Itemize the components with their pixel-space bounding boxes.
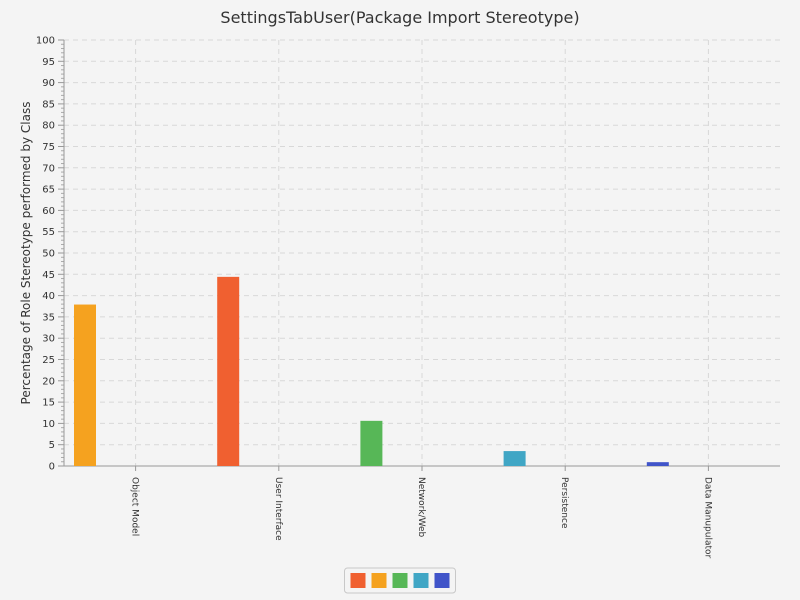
y-tick-label: 85	[42, 99, 55, 110]
x-category-label: Data Manupulator	[702, 477, 712, 559]
y-tick-label: 55	[42, 227, 55, 238]
bar	[360, 420, 383, 466]
bar	[217, 276, 240, 466]
y-tick-label: 60	[42, 206, 55, 217]
y-tick-label: 10	[42, 419, 55, 430]
y-tick-label: 30	[42, 334, 55, 345]
legend-swatch	[413, 573, 429, 588]
x-category-label: Object Model	[130, 477, 140, 536]
y-tick-label: 5	[49, 440, 55, 451]
y-tick-label: 20	[42, 376, 55, 387]
legend-swatch	[350, 573, 366, 588]
legend-swatch	[371, 573, 387, 588]
grid-layer	[64, 39, 780, 466]
legend-swatch	[392, 573, 408, 588]
y-tick-label: 80	[42, 121, 55, 132]
y-tick-label: 35	[42, 312, 55, 323]
y-tick-label: 90	[42, 78, 55, 89]
axis-layer	[58, 39, 780, 471]
x-category-label: Persistence	[559, 477, 569, 529]
chart-title: SettingsTabUser(Package Import Stereotyp…	[220, 8, 580, 27]
y-tick-label: 0	[49, 462, 55, 473]
y-tick-label: 75	[42, 142, 55, 153]
y-tick-label: 70	[42, 163, 55, 174]
y-tick-label: 50	[42, 249, 55, 260]
y-tick-label: 95	[42, 57, 55, 68]
bar-layer	[74, 276, 669, 466]
bar	[74, 304, 96, 466]
x-category-label: User Interface	[273, 477, 283, 541]
bar	[646, 462, 669, 466]
legend-swatch	[434, 573, 450, 588]
y-tick-label: 25	[42, 355, 55, 366]
y-tick-label: 100	[36, 36, 55, 47]
y-tick-label: 65	[42, 185, 55, 196]
y-tick-label: 45	[42, 270, 55, 281]
legend	[344, 567, 456, 594]
y-axis-title: Percentage of Role Stereotype performed …	[19, 102, 33, 405]
x-category-label: Network/Web	[416, 477, 426, 538]
y-tick-label: 40	[42, 291, 55, 302]
bar	[503, 451, 526, 466]
y-tick-label: 15	[42, 398, 55, 409]
label-layer: 0 5 10 15 20 25 30 35 40 45 50 55 60 65 70 75 80 85 90 95 10…	[36, 36, 712, 559]
